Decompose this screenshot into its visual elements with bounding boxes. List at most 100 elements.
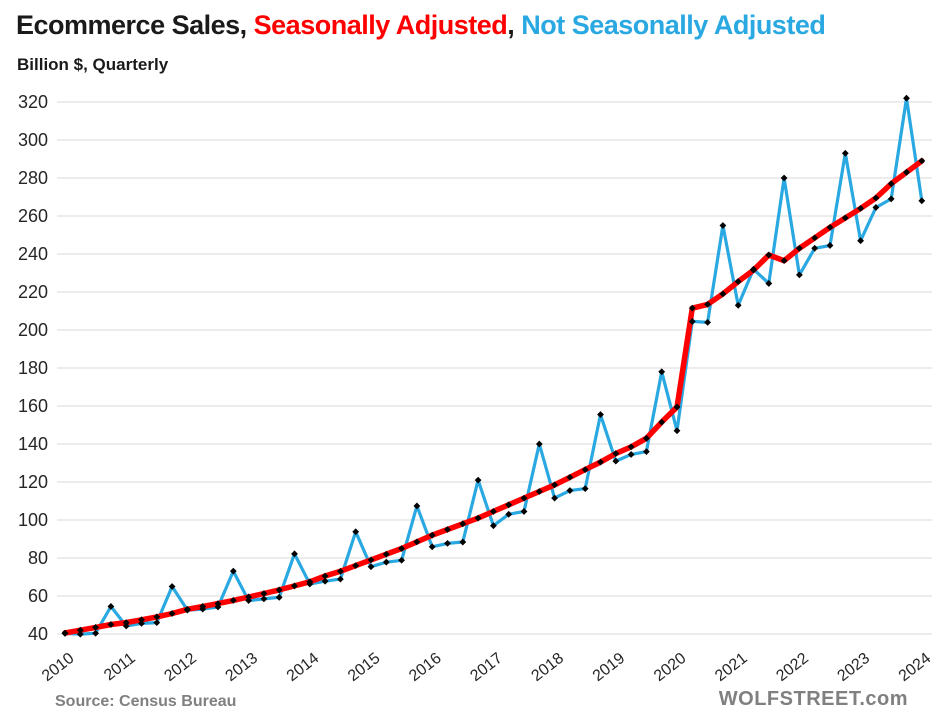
sa-marker bbox=[673, 403, 681, 411]
x-axis-label-2013: 2013 bbox=[223, 650, 262, 685]
x-axis-label-2024: 2024 bbox=[896, 650, 935, 685]
nsa-marker bbox=[535, 440, 543, 448]
sa-marker bbox=[306, 578, 314, 586]
sa-marker bbox=[520, 494, 528, 502]
nsa-marker bbox=[903, 94, 910, 102]
nsa-marker bbox=[367, 563, 375, 571]
nsa-marker bbox=[153, 619, 161, 626]
y-axis-label-60: 60 bbox=[28, 586, 48, 606]
nsa-marker bbox=[872, 204, 880, 211]
nsa-marker bbox=[887, 195, 895, 203]
nsa-marker bbox=[459, 538, 467, 546]
sa-marker bbox=[413, 538, 421, 546]
sa-marker bbox=[535, 488, 543, 495]
sa-marker bbox=[505, 501, 513, 509]
x-axis-label-2016: 2016 bbox=[406, 650, 445, 685]
sa-marker bbox=[750, 266, 757, 274]
sa-marker bbox=[658, 418, 666, 426]
nsa-marker bbox=[841, 149, 849, 157]
chart-subtitle: Billion $, Quarterly bbox=[17, 55, 169, 74]
sa-marker bbox=[918, 157, 926, 165]
sa-marker bbox=[903, 168, 910, 176]
y-axis-label-280: 280 bbox=[18, 168, 48, 188]
x-axis-label-2020: 2020 bbox=[651, 650, 690, 685]
y-axis-label-220: 220 bbox=[18, 282, 48, 302]
sa-marker bbox=[474, 514, 482, 522]
title-part-main: Ecommerce Sales, bbox=[16, 10, 254, 40]
x-axis-label-2019: 2019 bbox=[590, 650, 629, 685]
sa-marker bbox=[275, 586, 283, 594]
nsa-marker bbox=[796, 271, 803, 279]
y-axis-label-240: 240 bbox=[18, 244, 48, 264]
x-axis-label-2021: 2021 bbox=[712, 650, 751, 685]
nsa-marker bbox=[352, 528, 360, 536]
wolfstreet-watermark: WOLFSTREET.com bbox=[718, 688, 908, 710]
sa-marker bbox=[184, 605, 191, 613]
y-axis-label-300: 300 bbox=[18, 130, 48, 150]
nsa-marker bbox=[597, 411, 604, 418]
nsa-marker bbox=[658, 368, 666, 376]
sa-marker bbox=[459, 520, 467, 528]
nsa-marker bbox=[245, 597, 252, 604]
x-axis-label-2012: 2012 bbox=[161, 650, 200, 685]
sa-marker bbox=[688, 304, 696, 312]
sa-marker bbox=[122, 619, 130, 626]
sa-marker bbox=[229, 596, 237, 604]
nsa-marker bbox=[260, 595, 268, 603]
x-axis-label-2015: 2015 bbox=[345, 650, 384, 685]
nsa-marker bbox=[76, 630, 84, 638]
sa-marker bbox=[321, 572, 329, 580]
x-axis-label-2011: 2011 bbox=[101, 650, 139, 685]
nsa-marker bbox=[551, 494, 558, 502]
nsa-marker bbox=[643, 448, 650, 455]
chart-title: Ecommerce Sales, Seasonally Adjusted, No… bbox=[16, 10, 926, 41]
y-axis-label-260: 260 bbox=[18, 206, 48, 226]
nsa-marker bbox=[826, 242, 834, 249]
sa-marker bbox=[337, 567, 344, 575]
nsa-marker bbox=[811, 244, 819, 252]
sa-marker bbox=[245, 593, 252, 601]
x-axis-label-2010: 2010 bbox=[39, 650, 78, 685]
nsa-marker bbox=[107, 603, 115, 610]
nsa-marker bbox=[780, 174, 788, 182]
sa-marker bbox=[444, 526, 451, 533]
sa-marker bbox=[168, 610, 176, 617]
sa-marker bbox=[138, 616, 145, 624]
sa-marker bbox=[352, 562, 360, 569]
sa-marker bbox=[796, 244, 803, 252]
sa-marker bbox=[551, 481, 558, 489]
sa-marker bbox=[872, 194, 880, 202]
y-axis-label-80: 80 bbox=[28, 548, 48, 568]
nsa-marker bbox=[428, 543, 436, 551]
y-axis-label-140: 140 bbox=[18, 434, 48, 454]
y-axis-label-160: 160 bbox=[18, 396, 48, 416]
sa-marker bbox=[76, 626, 84, 634]
nsa-marker bbox=[490, 522, 497, 530]
sa-marker bbox=[765, 251, 773, 259]
sa-marker bbox=[811, 234, 819, 242]
nsa-marker bbox=[719, 222, 727, 229]
y-axis-label-40: 40 bbox=[28, 624, 48, 644]
title-part-comma: , bbox=[507, 10, 522, 40]
nsa-marker bbox=[398, 556, 405, 564]
sa-marker bbox=[780, 257, 788, 265]
sa-marker bbox=[61, 629, 69, 637]
nsa-marker bbox=[444, 539, 451, 547]
sa-marker bbox=[382, 550, 390, 558]
y-axis-label-100: 100 bbox=[18, 510, 48, 530]
x-axis-label-2022: 2022 bbox=[773, 650, 812, 685]
sa-marker bbox=[214, 600, 222, 607]
sa-marker bbox=[857, 205, 864, 212]
title-part-seasonally-adjusted: Seasonally Adjusted bbox=[253, 10, 508, 40]
nsa-marker bbox=[321, 577, 329, 585]
nsa-marker bbox=[612, 457, 620, 465]
sa-marker bbox=[153, 613, 161, 621]
nsa-marker bbox=[581, 485, 589, 493]
nsa-marker bbox=[627, 451, 635, 458]
sa-marker bbox=[612, 450, 620, 457]
nsa-marker bbox=[474, 476, 482, 484]
nsa-marker bbox=[673, 427, 681, 435]
sa-marker bbox=[627, 443, 635, 451]
